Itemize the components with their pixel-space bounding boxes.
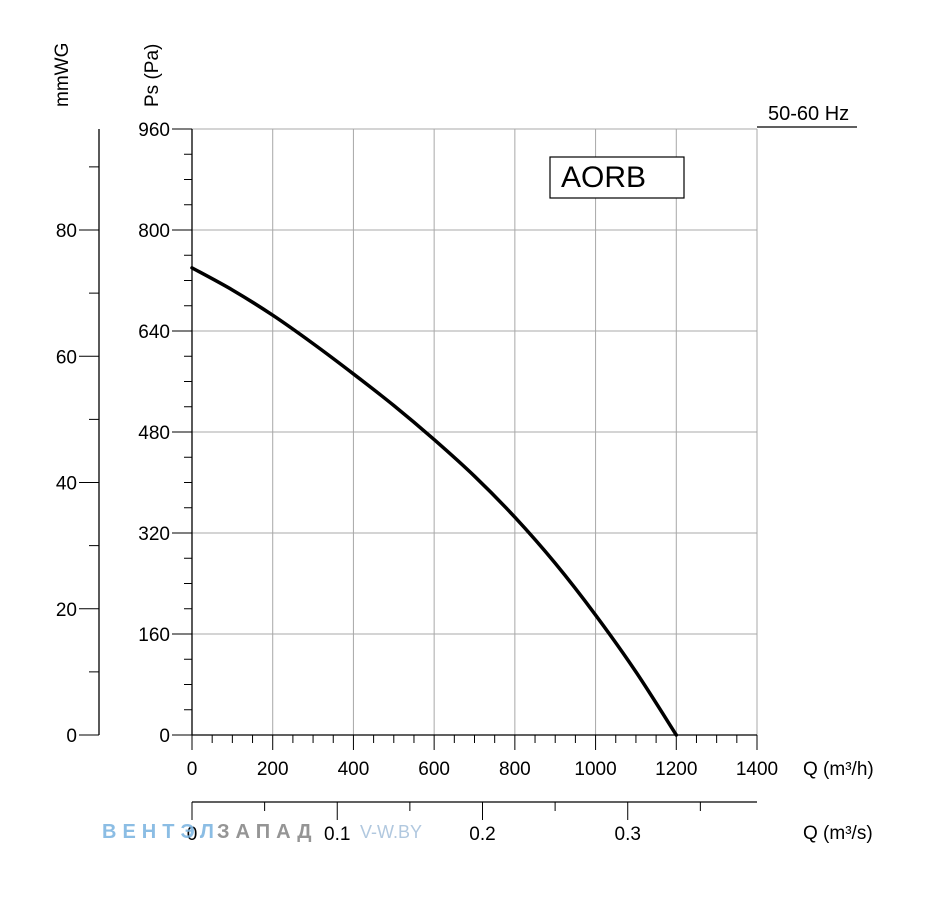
grid-lines [192, 128, 758, 735]
x-tick-label: 200 [257, 759, 289, 780]
x-tick-label: 600 [418, 759, 450, 780]
x-tick-label: 1200 [655, 759, 697, 780]
y2-tick-label: 20 [56, 600, 77, 621]
y2-tick-label: 80 [56, 221, 77, 242]
x2-tick-label: 0 [187, 824, 198, 845]
y-axis-secondary-title: mmWG [52, 43, 73, 107]
x-tick-label: 400 [338, 759, 370, 780]
y-tick-label: 640 [138, 322, 170, 343]
y-tick-label: 320 [138, 524, 170, 545]
performance-curve-0 [190, 266, 679, 737]
y-tick-label: 960 [138, 120, 170, 141]
x-tick-label: 0 [187, 759, 198, 780]
model-label-box [549, 156, 685, 199]
x-axis-title: Q (m³/h) [803, 759, 874, 780]
x2-tick-label: 0.2 [469, 824, 495, 845]
y-tick-label: 0 [159, 726, 170, 747]
y2-tick-label: 40 [56, 474, 77, 495]
y-tick-label: 160 [138, 625, 170, 646]
y-tick-label: 480 [138, 423, 170, 444]
watermark-brand-part1: ВЕНТЭЛ [102, 821, 220, 843]
y-axis-title: Ps (Pa) [142, 44, 163, 107]
x-axis-m3s-ticks: 0 0.1 0.2 0.3 [187, 802, 701, 845]
x-axis-m3h-ticks: 0 200 400 600 800 1000 1200 1400 [187, 735, 778, 780]
curve-layer [190, 266, 679, 737]
watermark-site: V-W.BY [360, 822, 422, 842]
x-tick-label: 1000 [574, 759, 616, 780]
x-tick-label: 800 [499, 759, 531, 780]
watermark-brand-part2: ЗАПАД [217, 821, 318, 843]
model-label: AORB [561, 161, 646, 194]
x-axis-secondary-title: Q (m³/s) [803, 823, 873, 844]
x-tick-label: 1400 [736, 759, 778, 780]
x2-tick-label: 0.3 [615, 824, 641, 845]
y2-tick-label: 0 [66, 726, 77, 747]
y-axis-pa-ticks: 0 160 320 480 640 800 960 [138, 120, 192, 747]
x2-tick-label: 0.1 [324, 824, 350, 845]
frequency-label: 50-60 Hz [768, 103, 849, 125]
y2-tick-label: 60 [56, 347, 77, 368]
y-tick-label: 800 [138, 221, 170, 242]
watermark: ВЕНТЭЛ ЗАПАД V-W.BY [102, 821, 422, 843]
y-axis-mmwg-ticks: 0 20 40 60 80 [56, 166, 99, 747]
